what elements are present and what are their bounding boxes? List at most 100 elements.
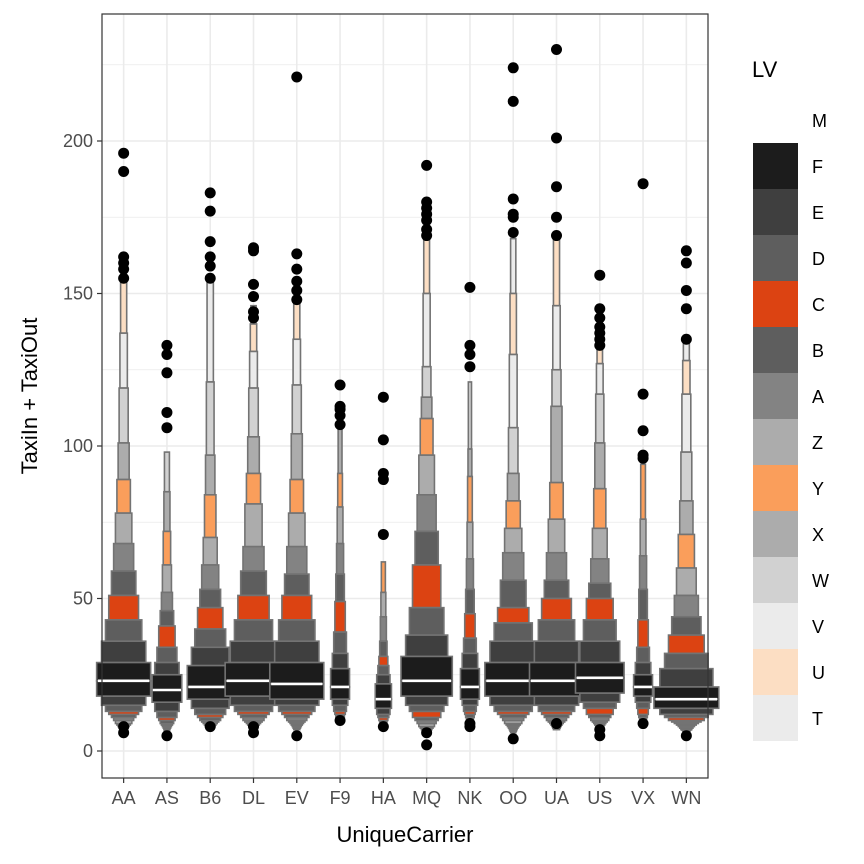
outlier-point	[421, 196, 433, 208]
lv-box-d-lower	[332, 704, 348, 713]
lv-box-d-upper	[156, 646, 178, 664]
lv-box-w-upper	[163, 451, 171, 493]
carrier-boxes-wn	[653, 338, 720, 734]
lv-box-v-upper	[206, 277, 215, 383]
lv-box-e-lower	[153, 701, 180, 713]
lv-box-d-lower	[233, 704, 274, 713]
lv-box-b-upper	[637, 588, 649, 621]
outlier-point	[551, 181, 562, 193]
outlier-point	[118, 166, 130, 177]
lv-box-e-lower	[533, 695, 580, 707]
legend-label-x: X	[812, 525, 824, 545]
outlier-point	[204, 205, 216, 217]
lv-box-d-lower	[493, 704, 534, 713]
legend-swatch-z	[753, 419, 798, 465]
lv-box-c-upper	[378, 655, 389, 667]
carrier-boxes-ua	[528, 237, 585, 731]
plot-border	[101, 13, 709, 779]
outlier-point	[594, 303, 606, 315]
lv-box-a-upper	[638, 554, 648, 591]
lv-box-d-upper	[462, 637, 478, 655]
lv-box-d-upper	[277, 619, 316, 642]
outlier-point	[680, 333, 692, 345]
lv-box-e-lower	[489, 695, 538, 707]
lv-box-e-upper	[658, 667, 714, 688]
outlier-point	[248, 242, 259, 254]
outlier-point	[248, 306, 259, 318]
outlier-point	[507, 193, 519, 205]
lv-box-f-lower	[400, 680, 454, 697]
lv-box-f-upper	[574, 661, 625, 679]
lv-box-e-lower	[331, 698, 349, 707]
lv-box-w-upper	[118, 387, 129, 444]
lv-box-b-upper	[543, 579, 570, 600]
y-axis-title: TaxiIn + TaxiOut	[17, 318, 42, 475]
lv-box-c-upper	[157, 625, 176, 649]
lv-box-d-upper	[377, 664, 390, 676]
carrier-boxes-oo	[484, 237, 543, 734]
lv-box-x-upper	[678, 500, 694, 536]
lv-box-c-upper	[540, 597, 573, 621]
x-tick-label: MQ	[412, 788, 441, 808]
lv-box-w-upper	[421, 365, 432, 399]
lv-box-e-upper	[273, 640, 320, 664]
outlier-point	[161, 730, 173, 742]
lv-box-t-upper	[509, 237, 517, 295]
lv-box-f-upper	[151, 673, 183, 691]
lv-box-d-lower	[462, 704, 478, 713]
lv-box-z-upper	[336, 506, 344, 545]
lv-box-w-upper	[507, 426, 519, 475]
legend-label-v: V	[812, 617, 824, 637]
x-tick-label: US	[587, 788, 612, 808]
lv-box-a-upper	[285, 545, 308, 575]
lv-box-e-lower	[404, 695, 449, 707]
legend-label-w: W	[812, 571, 829, 591]
legend-swatch-y	[753, 465, 798, 511]
legend-swatch-u	[753, 649, 798, 695]
lv-box-x-upper	[117, 442, 130, 481]
x-tick-label: B6	[199, 788, 221, 808]
lv-box-x-upper	[246, 436, 261, 475]
outlier-point	[421, 223, 433, 235]
lv-box-x-upper	[337, 423, 343, 475]
lv-box-f-lower	[574, 676, 625, 694]
lv-box-e-lower	[634, 695, 652, 703]
outlier-point	[161, 422, 173, 434]
outlier-point	[421, 159, 433, 171]
lv-box-e-lower	[375, 707, 391, 716]
lv-box-z-upper	[591, 527, 608, 560]
lv-box-d-upper	[104, 619, 143, 642]
x-tick-label: EV	[285, 788, 309, 808]
lv-box-e-upper	[229, 640, 278, 664]
lv-box-v-upper	[551, 304, 562, 371]
lv-box-z-upper	[503, 527, 523, 554]
lv-box-c-upper	[411, 564, 442, 609]
outlier-point	[204, 272, 216, 284]
legend-title: LV	[752, 57, 778, 82]
lv-box-e-lower	[579, 692, 621, 703]
lv-box-c-upper	[496, 606, 530, 624]
lv-box-e-lower	[273, 698, 320, 707]
lv-box-x-upper	[506, 472, 520, 502]
outlier-point	[204, 187, 216, 199]
legend-label-y: Y	[812, 479, 824, 499]
outlier-point	[464, 718, 476, 730]
lv-box-d-upper	[493, 622, 534, 643]
lv-box-z-upper	[202, 536, 218, 566]
lv-box-w-upper	[551, 368, 562, 408]
legend-label-e: E	[812, 203, 824, 223]
outlier-point	[377, 721, 389, 733]
lv-box-u-upper	[422, 237, 431, 295]
y-tick-label: 200	[63, 131, 93, 151]
legend-swatch-t	[753, 695, 798, 741]
outlier-point	[248, 278, 259, 290]
lv-box-f-lower	[459, 686, 481, 700]
carrier-boxes-f9	[329, 423, 351, 722]
lv-box-v-upper	[248, 350, 259, 389]
outlier-point	[464, 339, 476, 351]
legend-label-d: D	[812, 249, 825, 269]
carrier-boxes-mq	[400, 237, 454, 735]
legend-swatch-c	[753, 281, 798, 327]
lv-box-x-upper	[420, 396, 433, 420]
outlier-point	[334, 400, 346, 412]
